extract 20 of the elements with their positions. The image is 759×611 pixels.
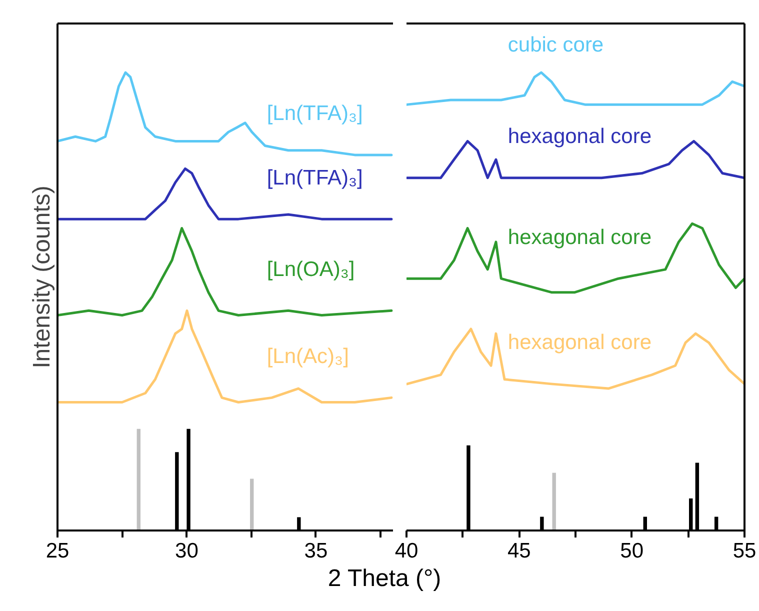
y-axis-title: Intensity (counts) (28, 186, 56, 368)
series-label: cubic core (508, 34, 604, 57)
series-label: hexagonal core (508, 125, 652, 148)
series-label: [Ln(TFA)₃] (266, 166, 363, 190)
x-tick-label: 45 (507, 540, 531, 562)
bar (136, 428, 141, 530)
x-tick-label: 35 (304, 540, 328, 562)
bar (250, 478, 254, 530)
series-label: hexagonal core (508, 331, 652, 354)
x-axis-title: 2 Theta (°) (328, 564, 442, 594)
x-tick-label: 30 (175, 540, 198, 562)
bar (552, 472, 556, 530)
series-label: [Ln(OA)₃] (266, 258, 355, 281)
x-tick-label: 55 (732, 540, 756, 562)
series-label: hexagonal core (508, 226, 652, 249)
series-label: [Ln(TFA)₃] (266, 102, 363, 126)
x-tick-label: 50 (620, 540, 644, 562)
x-tick-label: 40 (394, 540, 418, 562)
series-label: [Ln(Ac)₃] (266, 344, 349, 368)
x-tick-label: 25 (46, 540, 70, 562)
